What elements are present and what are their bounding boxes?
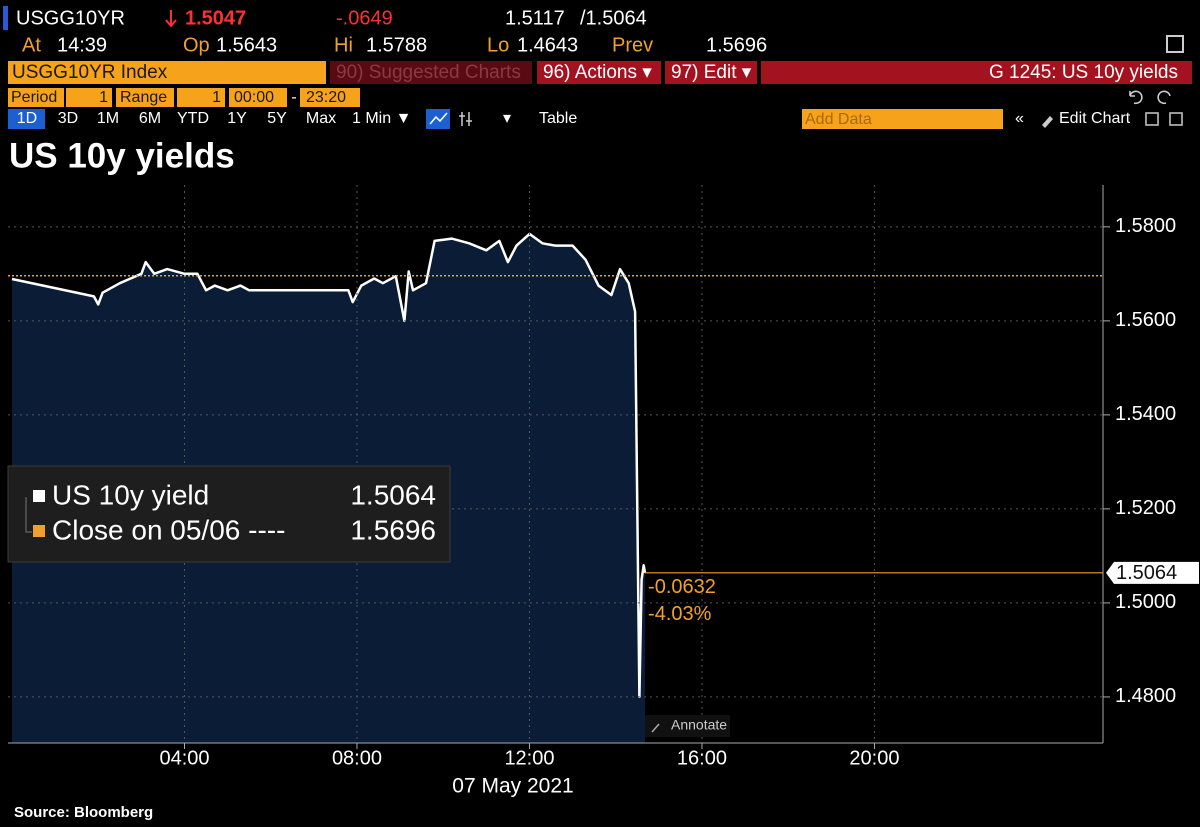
range-label: Range xyxy=(120,89,167,106)
chart-id-bar xyxy=(761,61,1192,84)
x-tick-label: 20:00 xyxy=(849,747,899,769)
stat-label: Prev xyxy=(612,34,653,56)
ticker-marker xyxy=(3,6,8,30)
y-tick-label: 1.5000 xyxy=(1115,591,1176,613)
stat-value: 1.5696 xyxy=(706,34,767,56)
chart-title: US 10y yields xyxy=(9,136,235,175)
legend-swatch xyxy=(33,525,45,537)
last-value-tag xyxy=(1106,561,1199,584)
range-button[interactable]: 5Y xyxy=(267,110,287,127)
stat-label: Hi xyxy=(334,34,353,56)
legend-label: US 10y yield xyxy=(52,479,209,510)
range-button[interactable]: 1Y xyxy=(227,110,247,127)
period: 1 xyxy=(99,89,108,106)
edit-chart[interactable]: Edit Chart xyxy=(1059,110,1131,127)
range-buttons: 1D 3D 1M 6M YTD 1Y 5Y Max xyxy=(17,110,336,127)
label-box xyxy=(8,88,64,107)
start-time: 00:00 xyxy=(234,89,274,106)
range-button[interactable]: 6M xyxy=(139,110,161,127)
chart-id: G 1245: US 10y yields xyxy=(989,62,1178,83)
annotation: -0.0632 xyxy=(648,576,716,598)
menu-label: 97) Edit ▾ xyxy=(671,62,752,83)
dropdown-arrow[interactable]: ▾ xyxy=(503,110,511,127)
legend-label: Close on 05/06 ---- xyxy=(52,514,285,545)
input[interactable] xyxy=(66,88,112,107)
line xyxy=(11,232,647,699)
last-price: 1.5047 xyxy=(185,7,246,29)
add-data: Add Data xyxy=(805,111,872,128)
bid: 1.5117 xyxy=(505,7,565,29)
range-button[interactable]: 3D xyxy=(58,110,78,127)
legend-box xyxy=(7,465,451,563)
pencil-icon xyxy=(1042,116,1053,128)
last-value-label: 1.5064 xyxy=(1116,562,1177,584)
x-tick-label: 04:00 xyxy=(159,747,209,769)
add-data-input[interactable] xyxy=(802,109,1003,129)
annotate-icon xyxy=(651,723,660,733)
security-field[interactable] xyxy=(8,61,326,84)
x-tick-label: 16:00 xyxy=(677,747,727,769)
separator: - xyxy=(291,89,296,106)
settings-icon[interactable] xyxy=(1169,112,1183,126)
input[interactable] xyxy=(177,88,225,107)
period-label: Period xyxy=(11,89,57,106)
source: Source: Bloomberg xyxy=(14,804,153,821)
legend-swatch xyxy=(33,490,45,502)
range-button[interactable]: Max xyxy=(306,110,336,127)
annotate: Annotate xyxy=(671,717,727,733)
undo-redo-icons[interactable] xyxy=(1129,90,1171,105)
legend-value: 1.5064 xyxy=(350,479,436,510)
ticker: USGG10YR xyxy=(16,7,125,29)
x-tick-label: 08:00 xyxy=(332,747,382,769)
label-box xyxy=(116,88,174,107)
stat-label: Lo xyxy=(487,34,509,56)
ask: /1.5064 xyxy=(580,7,647,29)
legend-value: 1.5696 xyxy=(350,514,436,545)
stat-value: 14:39 xyxy=(57,34,107,56)
range: 1 xyxy=(212,89,221,106)
collapse-icon[interactable]: « xyxy=(1015,110,1024,127)
stat-value: 1.5788 xyxy=(366,34,427,56)
input[interactable] xyxy=(300,88,360,107)
stat-value: 1.5643 xyxy=(216,34,277,56)
annotation: -4.03% xyxy=(648,603,712,625)
menu-label: 96) Actions ▾ xyxy=(543,62,652,83)
menu-button[interactable] xyxy=(665,61,757,84)
y-tick-label: 1.5400 xyxy=(1115,403,1176,425)
down-arrow xyxy=(165,10,177,28)
x-tick-label: 12:00 xyxy=(504,747,554,769)
edit-icon[interactable] xyxy=(1145,112,1159,126)
y-tick-label: 1.4800 xyxy=(1115,685,1176,707)
table-button[interactable]: Table xyxy=(539,110,577,127)
stat-value: 1.4643 xyxy=(517,34,578,56)
interval[interactable]: 1 Min ▼ xyxy=(352,110,411,127)
range-button[interactable]: YTD xyxy=(177,110,209,127)
x-axis-label: 07 May 2021 xyxy=(452,775,573,798)
net-change: -.0649 xyxy=(336,7,393,29)
y-tick-label: 1.5600 xyxy=(1115,309,1176,331)
range-button[interactable]: 1D xyxy=(17,110,37,127)
menu-label: 90) Suggested Charts xyxy=(336,62,521,83)
range-button[interactable]: 1M xyxy=(97,110,119,127)
security: USGG10YR Index xyxy=(12,62,168,83)
input[interactable] xyxy=(229,88,287,107)
popout-icon[interactable] xyxy=(1166,35,1184,53)
bar-icon[interactable] xyxy=(459,112,472,126)
annotate-button[interactable] xyxy=(645,715,730,737)
y-tick-label: 1.5800 xyxy=(1115,215,1176,237)
y-tick-label: 1.5200 xyxy=(1115,497,1176,519)
range-button-active[interactable] xyxy=(8,109,45,129)
line-icon xyxy=(429,112,448,125)
stat-label: Op xyxy=(183,34,210,56)
menu-button[interactable] xyxy=(537,61,661,84)
legend-tree xyxy=(25,497,32,533)
end-time: 23:20 xyxy=(306,89,346,106)
stat-label: At xyxy=(22,34,41,56)
menu-button[interactable] xyxy=(330,61,532,84)
